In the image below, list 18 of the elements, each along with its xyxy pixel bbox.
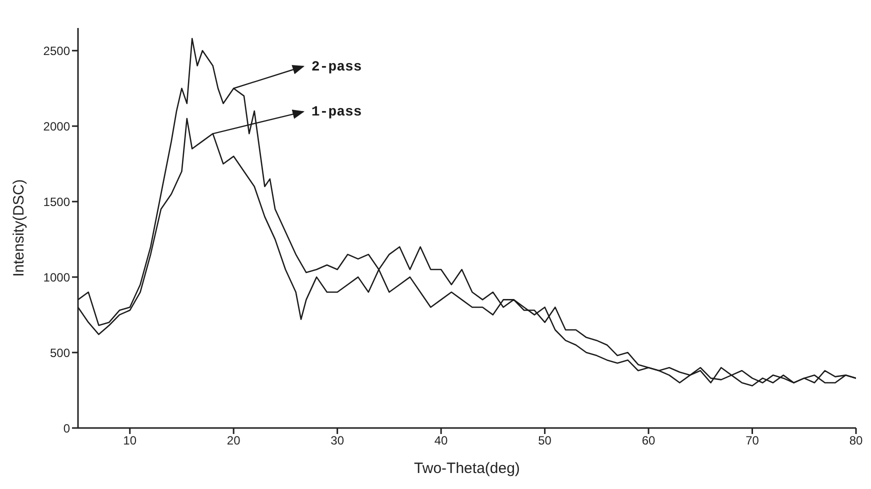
x-tick-label: 70 bbox=[746, 434, 760, 448]
x-tick-label: 10 bbox=[123, 434, 137, 448]
y-tick-label: 0 bbox=[63, 421, 70, 436]
x-tick-label: 60 bbox=[642, 434, 656, 448]
x-tick-label: 20 bbox=[226, 434, 241, 448]
y-tick-label: 1000 bbox=[43, 270, 70, 284]
y-tick-label: 2000 bbox=[43, 119, 70, 134]
y-tick-label: 2500 bbox=[43, 44, 70, 58]
y-tick-label: 500 bbox=[50, 346, 70, 360]
x-tick-label: 50 bbox=[538, 434, 552, 448]
annotation: 1-pass bbox=[311, 104, 362, 121]
y-axis-title: Intensity(DSC) bbox=[10, 179, 28, 277]
x-tick-label: 80 bbox=[849, 434, 863, 448]
annotation: 2-pass bbox=[311, 59, 362, 76]
x-axis-title: Two-Theta(deg) bbox=[414, 460, 520, 477]
y-tick-label: 1500 bbox=[43, 194, 70, 209]
x-tick-label: 30 bbox=[330, 434, 344, 448]
x-tick-label: 40 bbox=[434, 434, 448, 448]
